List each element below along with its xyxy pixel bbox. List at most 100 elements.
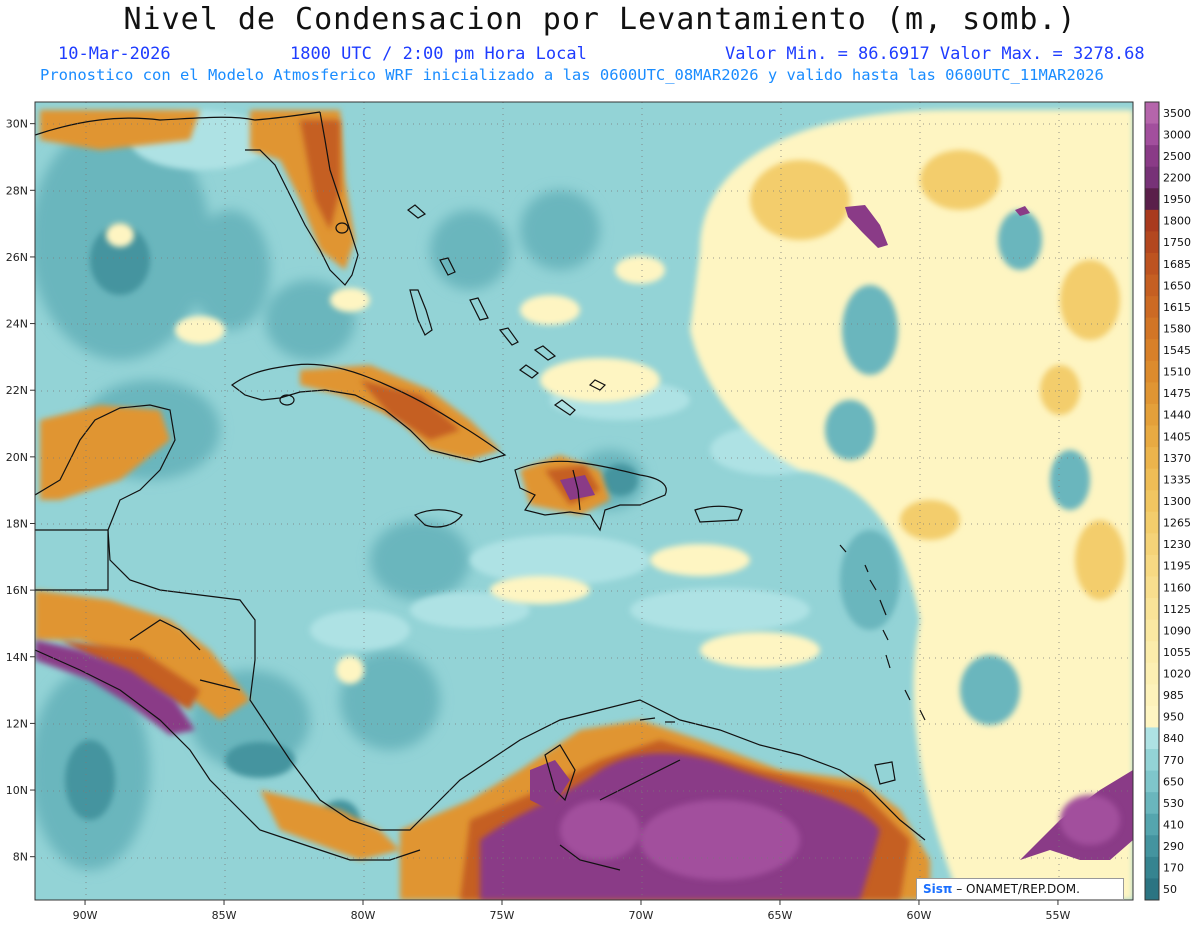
colorbar-swatch: [1145, 425, 1159, 448]
model-info: Pronostico con el Modelo Atmosferico WRF…: [40, 66, 1104, 84]
lat-label: 30N: [6, 118, 28, 131]
colorbar-label: 3500: [1163, 107, 1191, 120]
colorbar-label: 1125: [1163, 603, 1191, 616]
latitude-axis: 30N 28N 26N 24N 22N 20N 18N 16N 14N 12N 10N 8N: [6, 118, 35, 864]
colorbar-label: 1750: [1163, 236, 1191, 249]
colorbar-label: 1650: [1163, 279, 1191, 292]
colorbar-swatch: [1145, 598, 1159, 621]
colorbar-label: 290: [1163, 840, 1184, 853]
colorbar-swatch: [1145, 792, 1159, 815]
colorbar-label: 1615: [1163, 301, 1191, 314]
colorbar-swatch: [1145, 296, 1159, 319]
colorbar-swatch: [1145, 878, 1159, 901]
lon-label: 80W: [351, 909, 376, 922]
lon-label: 55W: [1046, 909, 1071, 922]
colorbar-swatch: [1145, 770, 1159, 793]
colorbar-label: 1195: [1163, 560, 1191, 573]
colorbar-swatch: [1145, 231, 1159, 254]
colorbar-label: 2500: [1163, 150, 1191, 163]
longitude-axis: 90W 85W 80W 75W 70W 65W 60W 55W: [73, 900, 1071, 922]
credit-text: – ONAMET/REP.DOM.: [952, 882, 1080, 896]
colorbar-swatch: [1145, 403, 1159, 427]
lat-label: 16N: [6, 584, 28, 597]
colorbar-swatch: [1145, 360, 1159, 383]
colorbar-swatch: [1145, 468, 1159, 491]
lon-label: 60W: [907, 909, 932, 922]
sispi-logo: Sisπ: [923, 882, 953, 896]
chart-title: Nivel de Condensacion por Levantamiento …: [123, 2, 1077, 37]
valid-time: 1800 UTC / 2:00 pm Hora Local: [290, 44, 587, 64]
colorbar-label: 1160: [1163, 581, 1191, 594]
lat-label: 8N: [13, 851, 28, 864]
colorbar-label: 1230: [1163, 538, 1191, 551]
colorbar-label: 770: [1163, 754, 1184, 767]
colorbar-swatch: [1145, 511, 1159, 534]
colorbar-swatch: [1145, 619, 1159, 642]
credit-box: Sisπ – ONAMET/REP.DOM.: [916, 878, 1124, 900]
colorbar-swatch: [1145, 123, 1159, 146]
colorbar-label: 1510: [1163, 366, 1191, 379]
colorbar-frame: [1144, 101, 1160, 901]
coastlines: [35, 111, 926, 871]
colorbar-swatch: [1145, 252, 1159, 276]
valid-date: 10-Mar-2026: [58, 44, 171, 64]
colorbar-label: 1475: [1163, 387, 1191, 400]
colorbar-label: 3000: [1163, 128, 1191, 141]
colorbar-label: 1300: [1163, 495, 1191, 508]
colorbar-label: 950: [1163, 711, 1184, 724]
colorbar-label: 1440: [1163, 409, 1191, 422]
colorbar-swatch: [1145, 835, 1159, 858]
colorbar-swatch: [1145, 554, 1159, 577]
min-max-values: Valor Min. = 86.6917 Valor Max. = 3278.6…: [725, 44, 1145, 64]
colorbar-swatch: [1145, 576, 1159, 599]
colorbar-label: 1685: [1163, 258, 1191, 271]
colorbar-swatch: [1145, 145, 1159, 168]
lat-label: 20N: [6, 451, 28, 464]
colorbar-swatch: [1145, 662, 1159, 685]
colorbar-swatch: [1145, 727, 1159, 750]
lon-label: 90W: [73, 909, 98, 922]
colorbar-swatch: [1145, 641, 1159, 664]
colorbar-label: 410: [1163, 819, 1184, 832]
colorbar-label: 1370: [1163, 452, 1191, 465]
colorbar-label: 530: [1163, 797, 1184, 810]
colorbar-label: 840: [1163, 732, 1184, 745]
light-orange-regions: [750, 150, 1125, 600]
colorbar-label: 1950: [1163, 193, 1191, 206]
colorbar-label: 650: [1163, 775, 1184, 788]
colorbar-swatch: [1145, 382, 1159, 405]
colorbar-swatch: [1145, 188, 1159, 211]
lat-label: 10N: [6, 784, 28, 797]
colorbar-label: 1265: [1163, 517, 1191, 530]
colorbar-swatch: [1145, 684, 1159, 707]
colorbar-swatch: [1145, 749, 1159, 772]
lon-label: 70W: [629, 909, 654, 922]
colorbar-label: 50: [1163, 883, 1177, 896]
lon-label: 85W: [212, 909, 237, 922]
colorbar-label: 170: [1163, 862, 1184, 875]
colorbar-swatch: [1145, 274, 1159, 297]
colorbar-swatch: [1145, 705, 1159, 728]
colorbar-label: 1055: [1163, 646, 1191, 659]
lat-label: 14N: [6, 651, 28, 664]
lon-label: 75W: [490, 909, 515, 922]
colorbar-swatch: [1145, 490, 1159, 513]
lat-label: 28N: [6, 184, 28, 197]
colorbar: 3500 3000 2500 2200 1950 1800 1750 1685 1650 1615…: [1144, 101, 1191, 901]
colorbar-label: 1020: [1163, 668, 1191, 681]
colorbar-label: 1335: [1163, 473, 1191, 486]
lat-label: 22N: [6, 384, 28, 397]
colorbar-label: 1580: [1163, 322, 1191, 335]
colorbar-swatch: [1145, 339, 1159, 362]
colorbar-label: 1545: [1163, 344, 1191, 357]
map-frame: [34, 101, 1134, 901]
colorbar-label: 1800: [1163, 215, 1191, 228]
colorbar-label: 985: [1163, 689, 1184, 702]
lon-label: 65W: [768, 909, 793, 922]
colorbar-swatch: [1145, 209, 1159, 232]
lat-label: 18N: [6, 517, 28, 530]
colorbar-swatch: [1145, 317, 1159, 340]
colorbar-swatch: [1145, 533, 1159, 556]
colorbar-label: 1405: [1163, 430, 1191, 443]
colorbar-swatch: [1145, 813, 1159, 836]
